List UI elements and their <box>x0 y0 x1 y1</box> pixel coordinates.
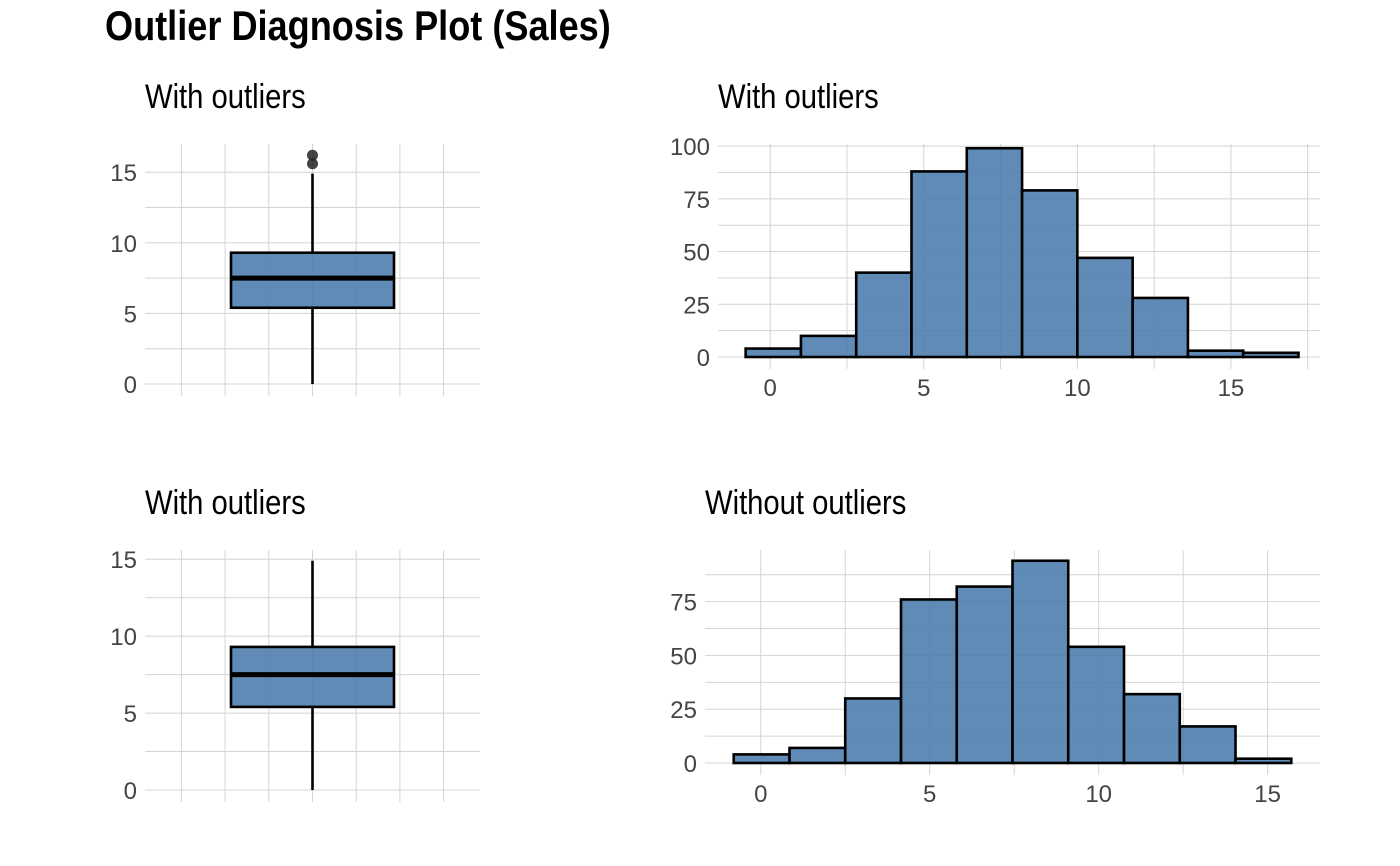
y-tick-label: 0 <box>124 372 137 399</box>
histogram-bar <box>1178 725 1237 765</box>
y-tick-label: 0 <box>684 751 697 778</box>
y-tick-label: 50 <box>683 240 710 267</box>
y-tick-label: 0 <box>124 778 137 805</box>
page-title: Outlier Diagnosis Plot (Sales) <box>105 2 611 49</box>
x-tick-label: 15 <box>1254 781 1281 808</box>
histogram-bar <box>799 334 858 359</box>
panel-title-0: With outliers <box>145 77 306 116</box>
y-tick-label: 100 <box>670 134 710 161</box>
histogram-bar <box>1020 189 1079 359</box>
histogram-bar <box>955 585 1014 765</box>
histogram-bar <box>1011 559 1070 765</box>
y-tick-label: 15 <box>110 547 137 574</box>
histogram-bar <box>732 753 791 765</box>
histogram-bar <box>1234 757 1293 765</box>
y-tick-label: 5 <box>124 701 137 728</box>
panel-title-3: Without outliers <box>705 483 906 522</box>
histogram-bar <box>1131 296 1190 359</box>
y-tick-label: 5 <box>124 301 137 328</box>
x-tick-label: 0 <box>764 375 777 402</box>
y-tick-label: 50 <box>670 643 697 670</box>
y-tick-label: 0 <box>697 345 710 372</box>
histogram-bar <box>744 347 803 359</box>
y-tick-label: 10 <box>110 624 137 651</box>
x-tick-label: 10 <box>1064 375 1091 402</box>
y-tick-label: 25 <box>683 292 710 319</box>
y-tick-label: 75 <box>683 187 710 214</box>
histogram-bar <box>1066 645 1126 765</box>
histogram-bar <box>899 598 959 765</box>
histogram-bar <box>843 697 903 765</box>
histogram-bar <box>965 146 1024 359</box>
outlier-point <box>307 149 318 161</box>
histogram-bar <box>910 170 969 359</box>
histogram-bar <box>1241 351 1300 359</box>
y-tick-label: 15 <box>110 160 137 187</box>
x-tick-label: 5 <box>923 781 936 808</box>
histogram-bar <box>854 271 913 359</box>
histogram-bar <box>1122 692 1182 765</box>
x-tick-label: 0 <box>754 781 767 808</box>
y-tick-label: 25 <box>670 697 697 724</box>
histogram-bar <box>1186 349 1245 359</box>
outlier-point <box>307 158 318 170</box>
x-tick-label: 10 <box>1085 781 1112 808</box>
y-tick-label: 10 <box>110 231 137 258</box>
y-tick-label: 75 <box>670 590 697 617</box>
histogram-bar <box>1076 256 1134 359</box>
x-tick-label: 15 <box>1218 375 1245 402</box>
histogram-bar <box>788 746 847 765</box>
panel-title-1: With outliers <box>718 77 879 116</box>
panel-title-2: With outliers <box>145 483 306 522</box>
x-tick-label: 5 <box>917 375 930 402</box>
